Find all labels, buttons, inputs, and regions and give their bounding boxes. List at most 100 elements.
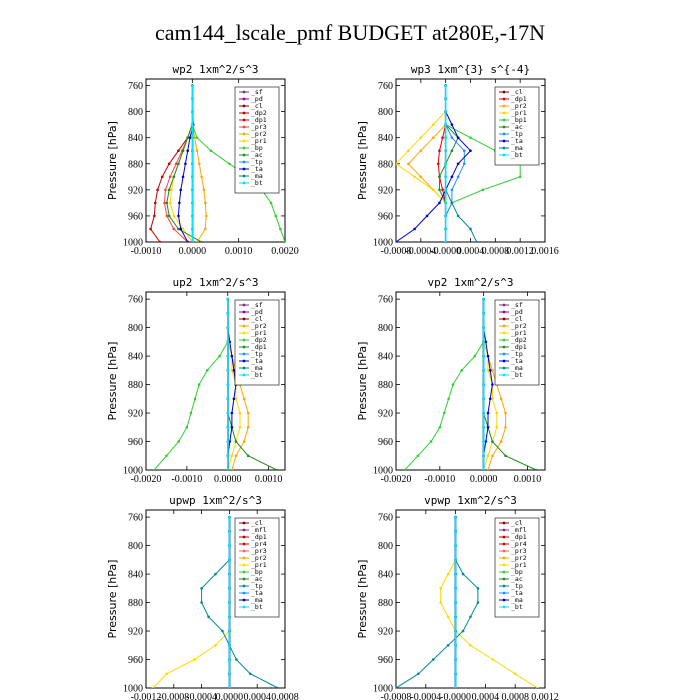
series-point [214,572,217,576]
series-point [396,240,398,242]
y-tick-label: 960 [378,437,393,448]
y-tick-label: 800 [128,323,143,334]
panel-title: vpwp 1xm^2/s^3 [424,494,517,507]
series-line-ac [439,85,459,242]
series-point [486,468,490,470]
y-tick-label: 880 [378,380,393,391]
legend-marker [242,146,246,150]
legend-entry: _dp1 [251,533,267,541]
legend-marker [502,317,506,321]
series-point [246,425,250,429]
panel-title: upwp 1xm^2/s^3 [169,494,262,507]
legend-entry: _ac [251,151,263,159]
series-line-tp [396,517,479,688]
series-point [181,227,185,231]
x-tick-label: -0.0010 [131,246,162,257]
chart-panel-6: vpwp 1xm^2/s^37608008408809209601000-0.0… [356,494,559,700]
series-point [484,340,488,344]
x-tick-label: -0.0010 [424,474,455,485]
y-tick-label: 880 [128,380,143,391]
series-point [444,123,447,126]
series-point [168,175,172,179]
legend-marker [502,556,506,560]
series-point [191,123,194,126]
plot-frame [145,78,286,243]
legend-entry: _mfl [251,526,267,534]
series-point [469,149,472,153]
legend-marker [502,118,506,122]
series-point [160,175,164,179]
legend-entry: _ma [251,172,263,180]
legend-marker [242,153,246,157]
series-point [425,214,429,218]
legend-marker [242,132,246,136]
series-point [218,354,221,358]
series-point [186,136,189,139]
series-point [193,136,196,139]
series-point [167,188,171,192]
series-point [482,411,485,415]
series-point [482,354,485,358]
series-point [226,397,230,401]
series-point [228,615,231,619]
legend-marker [502,373,506,377]
y-tick-label: 760 [378,81,393,92]
y-tick-label: 840 [128,352,143,363]
series-point [195,136,199,139]
series-point [206,369,209,372]
series-point [228,530,231,533]
series-point [476,601,480,604]
legend-entry: _cl [251,102,263,110]
series-point [177,162,180,166]
series-point [202,188,206,192]
series-group [403,297,538,470]
series-point [204,214,208,218]
series-point [193,397,197,401]
series-point [482,297,485,301]
series-point [454,544,457,547]
series-point [450,188,454,192]
series-point [499,397,503,401]
series-point [444,110,447,113]
series-point [204,201,207,205]
x-tick-label: 0.0016 [531,246,559,257]
legend-marker [242,160,246,164]
legend: _sf_pd_cl_pr2_pr1_dp2_dp1_tp_ta_ma_bt [494,299,540,386]
y-tick-label: 960 [378,211,393,222]
series-point [444,136,447,139]
legend-marker [502,338,506,342]
series-point [178,201,181,205]
legend-marker [242,535,246,539]
series-point [163,201,166,205]
legend-entry: _cl [511,88,523,96]
y-tick-label: 1000 [373,466,393,477]
series-point [177,440,181,443]
legend-marker [242,331,246,335]
series-point [436,162,440,166]
series-point [431,136,435,139]
legend-entry: _sf [251,301,263,309]
series-point [536,686,539,688]
series-point [193,658,196,661]
series-point [269,201,273,205]
legend-marker [242,366,246,370]
series-point [168,201,172,205]
series-point [226,312,230,315]
series-group [396,84,522,242]
series-point [475,240,479,242]
series-point [246,411,250,415]
legend-marker [502,542,506,546]
series-point [191,188,194,192]
series-point [228,587,231,590]
legend-marker [242,139,246,143]
legend-marker [502,598,506,602]
x-tick-label: -0.0000 [430,246,461,257]
legend-entry: _pd [511,308,523,316]
series-point [454,515,457,519]
legend-marker [502,345,506,349]
y-tick-label: 1000 [123,684,143,695]
series-point [461,572,465,576]
legend-entry: _pr4 [251,540,267,548]
legend-entry: _tp [251,350,263,358]
legend-entry: _dp2 [251,336,267,344]
